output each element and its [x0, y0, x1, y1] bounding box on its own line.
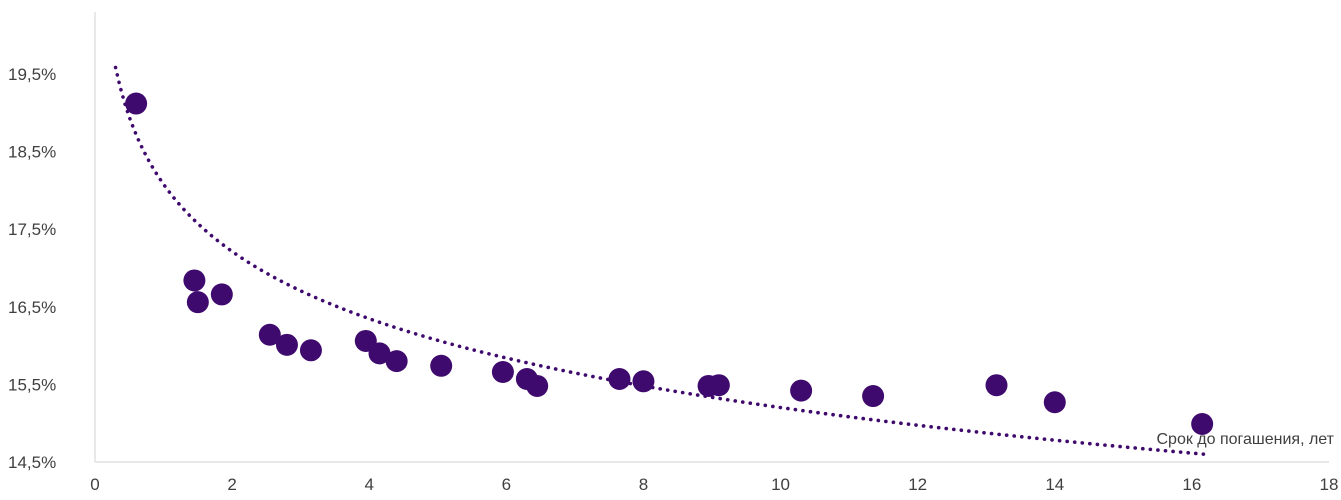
- x-tick-label: 4: [364, 475, 373, 494]
- data-point: [707, 374, 730, 397]
- y-tick-label: 19,5%: [8, 65, 56, 84]
- data-point: [1043, 391, 1066, 414]
- data-point: [210, 283, 233, 306]
- data-point: [526, 374, 549, 397]
- x-tick-label: 6: [502, 475, 511, 494]
- data-point: [491, 361, 514, 383]
- data-point: [183, 269, 206, 292]
- y-tick-label: 15,5%: [8, 375, 56, 394]
- y-tick-label: 17,5%: [8, 220, 56, 239]
- x-tick-label: 2: [227, 475, 236, 494]
- y-tick-label: 18,5%: [8, 143, 56, 162]
- x-tick-label: 18: [1320, 475, 1339, 494]
- x-tick-label: 12: [908, 475, 927, 494]
- y-tick-label: 14,5%: [8, 453, 56, 472]
- data-point: [608, 367, 631, 390]
- tick-labels-group: 0 2 4 6 8 10 12 14 16 18 14,5% 15,5% 16,5% 17,5% 18,5%…: [8, 65, 1338, 494]
- data-point: [430, 354, 453, 377]
- x-tick-label: 8: [639, 475, 648, 494]
- data-point: [125, 92, 148, 115]
- x-tick-label: 0: [90, 475, 99, 494]
- x-tick-label: 10: [771, 475, 790, 494]
- data-point: [299, 339, 322, 362]
- data-point: [985, 374, 1008, 397]
- x-tick-label: 14: [1045, 475, 1064, 494]
- data-point: [1191, 412, 1214, 435]
- data-point: [368, 342, 391, 365]
- y-tick-label: 16,5%: [8, 298, 56, 317]
- data-point: [790, 379, 813, 402]
- data-point: [632, 370, 655, 393]
- data-point: [186, 291, 209, 314]
- points-group: [125, 92, 1214, 435]
- x-axis-title: Срок до погашения, лет: [1156, 431, 1334, 448]
- data-point: [258, 323, 281, 346]
- data-point: [385, 350, 408, 373]
- data-point: [275, 333, 298, 356]
- trendline: [113, 65, 1208, 457]
- axes: [94, 12, 1329, 463]
- trendline-group: [113, 65, 1208, 457]
- x-tick-label: 16: [1182, 475, 1201, 494]
- data-point: [862, 385, 885, 408]
